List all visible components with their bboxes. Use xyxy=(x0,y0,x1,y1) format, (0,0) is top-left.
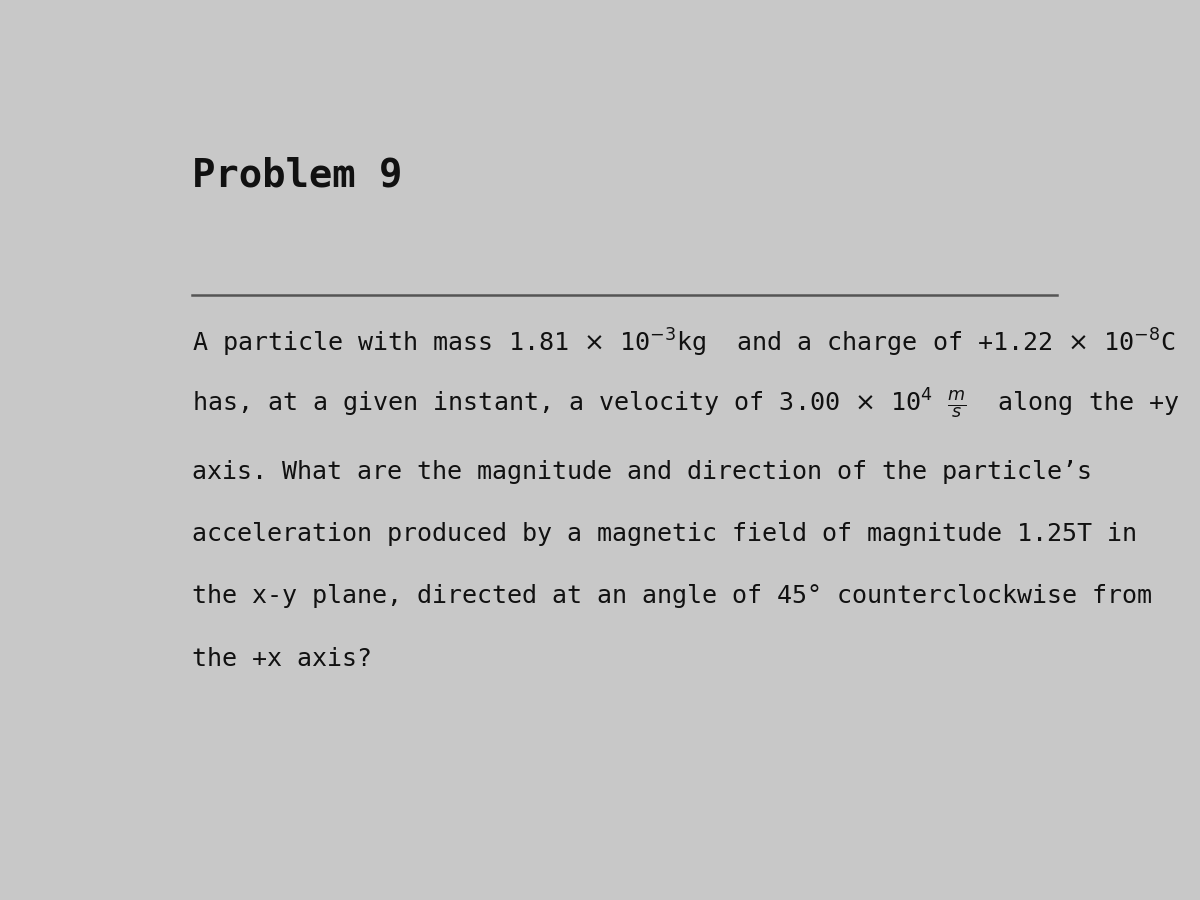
Text: A particle with mass 1.81 $\times$ 10$^{-3}$kg  and a charge of +1.22 $\times$ 1: A particle with mass 1.81 $\times$ 10$^{… xyxy=(192,327,1175,359)
Text: Problem 9: Problem 9 xyxy=(192,157,402,194)
Text: the +x axis?: the +x axis? xyxy=(192,647,372,670)
Text: has, at a given instant, a velocity of 3.00 $\times$ 10$^{4}$ $\frac{m}{s}$  alo: has, at a given instant, a velocity of 3… xyxy=(192,387,1180,421)
Text: the x-y plane, directed at an angle of 45° counterclockwise from: the x-y plane, directed at an angle of 4… xyxy=(192,584,1152,608)
Text: axis. What are the magnitude and direction of the particle’s: axis. What are the magnitude and directi… xyxy=(192,460,1092,483)
Text: acceleration produced by a magnetic field of magnitude 1.25T in: acceleration produced by a magnetic fiel… xyxy=(192,522,1136,546)
